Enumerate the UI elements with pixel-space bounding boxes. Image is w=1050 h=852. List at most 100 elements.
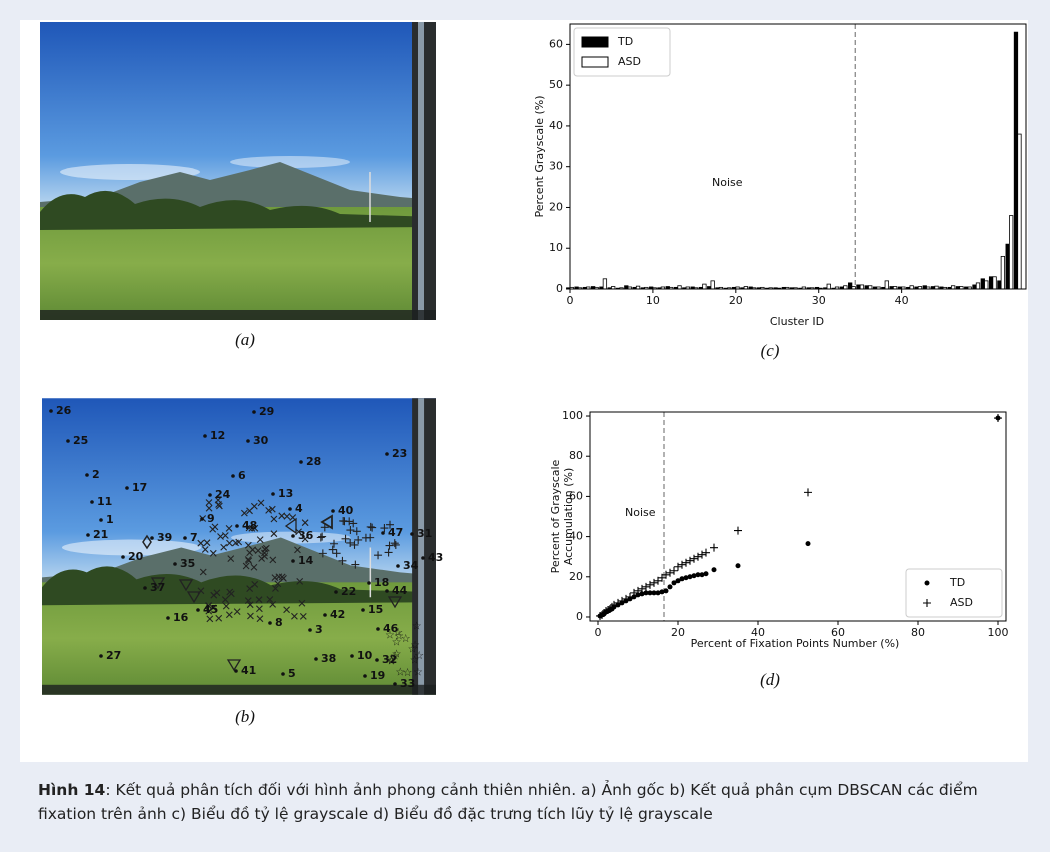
cluster-label: 2	[92, 468, 100, 481]
marker-x	[197, 539, 205, 547]
marker-x	[269, 556, 277, 564]
marker-star: ☆	[385, 629, 395, 642]
y-tick-label: 60	[549, 37, 563, 50]
cluster-label: 43	[428, 551, 443, 564]
marker-x	[209, 604, 217, 612]
x-tick-label: 0	[567, 294, 574, 307]
y-tick-label: 10	[549, 241, 563, 254]
cluster-dot	[203, 434, 207, 438]
marker-plus	[366, 522, 375, 531]
point	[703, 571, 709, 577]
marker-plus	[328, 545, 337, 554]
marker-x	[244, 556, 252, 563]
point	[678, 560, 686, 569]
point	[614, 598, 622, 607]
marker-triangle	[320, 514, 333, 530]
point	[659, 589, 665, 595]
marker-x	[248, 524, 256, 532]
marker-plus	[368, 523, 377, 532]
marker-x	[250, 502, 258, 510]
cluster-label: 10	[357, 649, 373, 662]
cluster-label: 36	[298, 529, 314, 542]
point	[651, 590, 657, 596]
marker-x	[270, 515, 278, 523]
cluster-dot	[396, 564, 400, 568]
cluster-dot	[166, 616, 170, 620]
bar	[988, 276, 994, 290]
point	[667, 584, 673, 590]
bar	[710, 280, 715, 290]
legend-swatch	[581, 36, 609, 48]
cluster-label: 13	[278, 487, 293, 500]
point	[635, 592, 641, 598]
y-tick-label: 100	[562, 409, 583, 422]
point	[608, 602, 616, 611]
cluster-label: 5	[288, 667, 296, 680]
bar	[1000, 255, 1006, 290]
cluster-dot	[363, 674, 367, 678]
photo-a	[40, 22, 436, 320]
marker-plus	[351, 560, 360, 569]
legend-label: TD	[617, 35, 633, 48]
marker-plus	[318, 549, 327, 558]
cluster-label: 7	[190, 531, 198, 544]
marker-triangle	[226, 659, 242, 672]
marker-x	[301, 519, 309, 527]
cluster-dot	[376, 627, 380, 631]
point	[702, 548, 710, 557]
cluster-label: 45	[203, 603, 218, 616]
point	[650, 578, 658, 587]
point	[626, 592, 634, 601]
cluster-label: 22	[341, 585, 356, 598]
point	[699, 572, 705, 578]
marker-x	[225, 525, 233, 532]
marker-x	[247, 612, 254, 620]
cluster-dot	[252, 410, 256, 414]
marker-star: ☆	[387, 654, 397, 667]
marker-plus	[346, 526, 355, 535]
point	[682, 558, 690, 567]
marker-x	[301, 535, 309, 543]
cluster-dot	[208, 493, 212, 497]
cluster-dot	[173, 562, 177, 566]
panel-label: (c)	[761, 341, 780, 360]
marker-triangle	[186, 591, 202, 604]
x-axis-label: Percent of Fixation Points Number (%)	[691, 637, 900, 650]
marker-x	[269, 600, 277, 608]
cluster-label: 1	[106, 513, 114, 526]
cluster-dot	[66, 439, 70, 443]
marker-x	[246, 601, 254, 609]
marker-x	[291, 612, 298, 620]
cluster-label: 16	[173, 611, 189, 624]
marker-star: ☆	[386, 654, 396, 667]
marker-x	[201, 546, 209, 553]
marker-x	[272, 585, 279, 592]
cluster-label: 31	[417, 527, 432, 540]
marker-plus	[390, 539, 399, 548]
bar	[602, 278, 608, 290]
cluster-dot	[99, 518, 103, 522]
legend-swatch	[581, 56, 609, 68]
cluster-dot	[367, 581, 371, 585]
cluster-label: 37	[150, 581, 165, 594]
marker-plus	[380, 524, 389, 533]
marker-x	[255, 596, 263, 604]
figure-number: Hình 14	[38, 781, 106, 799]
marker-plus	[318, 532, 327, 541]
cluster-dot	[350, 654, 354, 658]
x-tick-label: 20	[671, 626, 685, 639]
marker-star: ☆	[387, 653, 397, 666]
marker-triangle	[387, 596, 403, 609]
y-tick-label: 0	[576, 610, 583, 623]
marker-plus	[352, 527, 361, 536]
point	[610, 600, 618, 609]
cluster-label: 14	[298, 554, 314, 567]
marker-star: ☆	[392, 647, 402, 660]
cluster-label: 17	[132, 481, 147, 494]
point	[687, 574, 693, 580]
plot-frame	[569, 23, 1027, 290]
marker-x	[205, 504, 213, 512]
marker-star: ☆	[392, 636, 402, 649]
cluster-label: 20	[128, 550, 144, 563]
